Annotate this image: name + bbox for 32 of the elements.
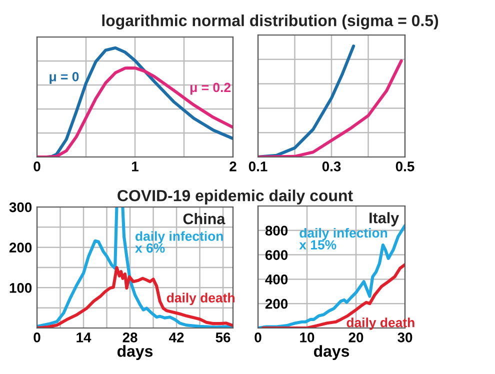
x-tick-label: 28 xyxy=(122,332,138,342)
series-label: daily infection x 15% xyxy=(299,228,388,250)
x-tick-label: 20 xyxy=(348,332,364,342)
x-tick-label: 0 xyxy=(34,162,40,172)
y-tick-label: 600 xyxy=(265,250,288,260)
x-tick-label: 0.3 xyxy=(322,162,341,172)
x-tick-label: 1 xyxy=(132,162,138,172)
y-tick-label: 200 xyxy=(265,298,288,309)
x-axis-title: days xyxy=(117,345,153,360)
y-tick-label: 100 xyxy=(10,283,32,293)
x-tick-label: 14 xyxy=(76,332,92,342)
series-label: μ = 0.2 xyxy=(190,82,231,95)
x-tick-label: 0 xyxy=(254,332,262,342)
x-tick-label: 42 xyxy=(169,332,184,342)
y-tick-label: 200 xyxy=(9,242,32,253)
y-tick-label: 400 xyxy=(265,274,288,284)
x-tick-label: 30 xyxy=(398,332,412,342)
x-tick-label: 0 xyxy=(34,332,40,342)
x-tick-label: 10 xyxy=(300,332,314,342)
y-tick-label: 800 xyxy=(265,226,288,236)
chart-subtitle: Italy xyxy=(370,212,400,226)
x-tick-label: 2 xyxy=(230,162,236,172)
y-tick-label: 300 xyxy=(9,202,32,212)
x-tick-label: 0.1 xyxy=(248,162,268,172)
series-label: daily infection x 6% xyxy=(135,231,223,253)
chart-title: COVID-19 epidemic daily count xyxy=(118,190,353,204)
x-tick-label: 56 xyxy=(216,332,230,342)
chart-subtitle: China xyxy=(183,213,226,224)
text: logarithmic normal distribution (sigma = 0.5) xyxy=(102,14,438,30)
series-label: μ = 0 xyxy=(50,72,79,84)
x-axis-title: days xyxy=(314,345,350,360)
x-tick-label: 0.5 xyxy=(396,162,414,172)
